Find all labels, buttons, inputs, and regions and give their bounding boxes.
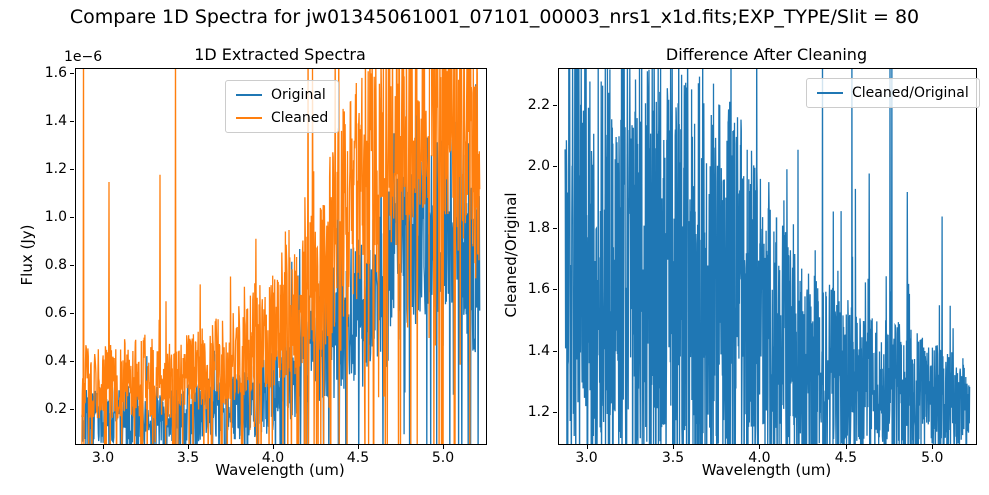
right-axes xyxy=(558,68,977,445)
x-tick-label: 4.0 xyxy=(261,450,285,466)
right-y-axis-label: Cleaned/Original xyxy=(502,192,520,318)
cleaned-original-series-line xyxy=(564,69,971,444)
y-tick-mark xyxy=(70,217,74,218)
left-plot-canvas xyxy=(81,69,481,444)
y-tick-label: 1.6 xyxy=(44,64,67,81)
y-tick-label: 1.6 xyxy=(527,281,550,298)
x-tick-mark xyxy=(188,445,189,449)
y-tick-label: 0.8 xyxy=(44,257,67,274)
left-y-axis-label: Flux (Jy) xyxy=(18,224,36,286)
x-tick-mark xyxy=(673,445,674,449)
y-tick-label: 1.4 xyxy=(527,342,550,359)
right-plot-canvas xyxy=(564,69,971,444)
x-tick-label: 5.0 xyxy=(431,450,455,466)
y-tick-label: 1.8 xyxy=(527,219,550,236)
y-axis-offset-label: 1e−6 xyxy=(64,49,103,65)
left-x-axis-label: Wavelength (um) xyxy=(215,461,345,479)
right-legend: Cleaned/Original xyxy=(806,78,980,108)
y-tick-mark xyxy=(553,166,557,168)
right-plot-title: Difference After Cleaning xyxy=(665,45,868,64)
x-tick-label: 5.0 xyxy=(921,450,944,466)
y-tick-mark xyxy=(553,289,557,291)
right-x-axis-label: Wavelength (um) xyxy=(701,461,832,479)
x-tick-mark xyxy=(586,445,588,449)
left-legend: Original Cleaned xyxy=(225,80,340,133)
x-tick-label: 3.0 xyxy=(91,450,115,466)
left-plot-title: 1D Extracted Spectra xyxy=(194,45,366,64)
left-axes xyxy=(75,68,487,445)
y-tick-mark xyxy=(553,350,557,352)
legend-label-cleaned: Cleaned xyxy=(271,110,329,126)
y-tick-label: 2.0 xyxy=(527,158,550,175)
x-tick-label: 4.0 xyxy=(748,450,771,466)
y-tick-mark xyxy=(70,409,74,411)
y-tick-mark xyxy=(553,104,557,106)
y-tick-label: 0.2 xyxy=(44,401,67,418)
legend-entry-original: Original xyxy=(236,86,328,104)
legend-entry-cleaned: Cleaned xyxy=(236,109,328,127)
x-tick-mark xyxy=(759,445,761,449)
ratio-line-swatch xyxy=(817,92,843,94)
y-tick-mark xyxy=(70,72,74,74)
y-tick-mark xyxy=(70,313,74,315)
x-tick-mark xyxy=(932,445,934,449)
x-tick-mark xyxy=(273,445,274,449)
x-tick-label: 3.5 xyxy=(176,450,200,466)
y-tick-mark xyxy=(70,361,74,363)
x-tick-label: 3.5 xyxy=(661,450,685,466)
x-tick-mark xyxy=(443,445,444,449)
y-tick-label: 0.6 xyxy=(44,305,67,322)
y-tick-mark xyxy=(553,227,557,229)
legend-label-ratio: Cleaned/Original xyxy=(852,85,969,101)
cleaned-line-swatch xyxy=(236,117,262,119)
y-tick-label: 1.2 xyxy=(44,161,67,177)
y-tick-label: 0.4 xyxy=(44,353,67,370)
y-tick-label: 1.4 xyxy=(44,112,67,129)
y-tick-mark xyxy=(553,412,557,414)
y-tick-label: 1.2 xyxy=(527,404,550,421)
y-tick-mark xyxy=(70,120,74,122)
x-tick-label: 4.5 xyxy=(834,450,858,466)
x-tick-label: 4.5 xyxy=(346,450,370,466)
y-tick-label: 2.2 xyxy=(527,96,550,113)
original-line-swatch xyxy=(236,94,262,96)
y-tick-mark xyxy=(70,169,74,170)
legend-label-original: Original xyxy=(271,87,326,103)
y-tick-label: 1.0 xyxy=(44,209,67,225)
x-tick-mark xyxy=(845,445,847,449)
x-tick-label: 3.0 xyxy=(575,450,598,466)
x-tick-mark xyxy=(103,445,104,449)
figure-suptitle: Compare 1D Spectra for jw01345061001_071… xyxy=(69,6,920,28)
cleaned-series-line xyxy=(81,69,481,444)
y-tick-mark xyxy=(70,265,74,267)
x-tick-mark xyxy=(358,445,359,449)
legend-entry-ratio: Cleaned/Original xyxy=(817,84,969,102)
